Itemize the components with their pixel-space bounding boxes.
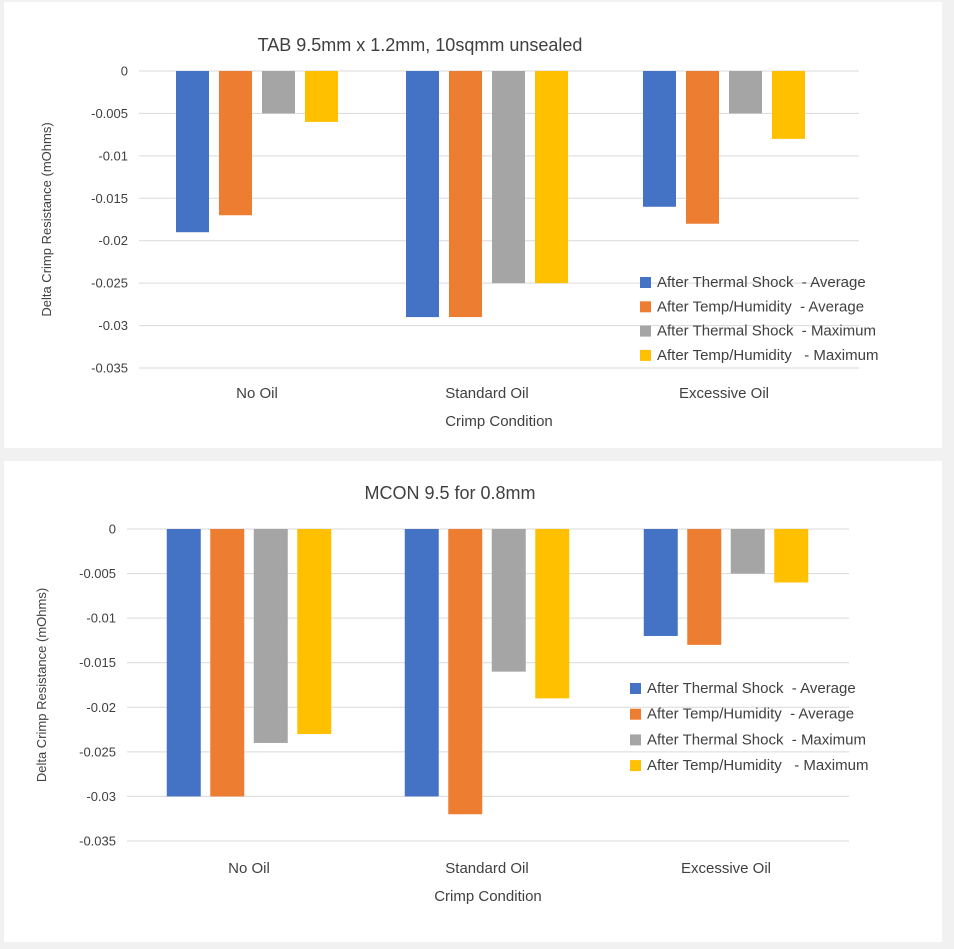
- chart-title: MCON 9.5 for 0.8mm: [364, 483, 535, 503]
- chart-title: TAB 9.5mm x 1.2mm, 10sqmm unsealed: [258, 35, 583, 55]
- x-category-label: Standard Oil: [445, 860, 528, 877]
- x-axis-title: Crimp Condition: [445, 413, 553, 430]
- legend-label: After Temp/Humidity - Maximum: [657, 347, 878, 364]
- y-tick-label: -0.035: [79, 834, 116, 849]
- y-axis-title: Delta Crimp Resistance (mOhms): [34, 588, 49, 782]
- bar-2-2: [449, 71, 482, 318]
- y-axis-title: Delta Crimp Resistance (mOhms): [39, 122, 54, 316]
- bar-3-3: [730, 529, 765, 574]
- bar-2-3: [687, 529, 722, 645]
- x-category-label: Standard Oil: [445, 385, 528, 402]
- bar-2-1: [219, 71, 252, 216]
- y-tick-label: -0.025: [91, 276, 128, 291]
- bar-1-1: [176, 71, 209, 233]
- y-tick-label: -0.03: [86, 789, 116, 804]
- bar-3-1: [262, 71, 295, 114]
- y-tick-label: -0.015: [91, 191, 128, 206]
- bar-1-1: [166, 529, 201, 797]
- legend-label: After Temp/Humidity - Average: [657, 298, 864, 315]
- y-tick-label: -0.01: [86, 611, 116, 626]
- bar-4-3: [774, 529, 809, 583]
- x-category-label: No Oil: [228, 860, 270, 877]
- legend-swatch: [640, 301, 651, 313]
- bar-4-1: [305, 71, 338, 122]
- legend-swatch: [640, 325, 651, 337]
- bar-3-1: [253, 529, 288, 743]
- chart-panel-1: 0 -0.005 -0.01 -0.015 -0.02 -0.025 -0.03 -0.035…: [4, 2, 942, 448]
- x-category-label: No Oil: [236, 385, 278, 402]
- legend-label: After Temp/Humidity - Maximum: [647, 757, 868, 774]
- legend-label: After Thermal Shock - Average: [657, 274, 866, 291]
- legend-label: After Thermal Shock - Maximum: [657, 323, 876, 340]
- y-tick-label: -0.005: [79, 566, 116, 581]
- legend-swatch: [630, 760, 641, 772]
- bar-1-2: [406, 71, 439, 318]
- y-tick-label: -0.035: [91, 361, 128, 376]
- y-tick-label: -0.005: [91, 106, 128, 121]
- legend-swatch: [630, 708, 641, 720]
- bar-4-2: [535, 71, 568, 284]
- chart-panel-2: 0 -0.005 -0.01 -0.015 -0.02 -0.025 -0.03 -0.035…: [4, 461, 942, 942]
- bar-3-2: [492, 71, 525, 284]
- chart-1-svg: 0 -0.005 -0.01 -0.015 -0.02 -0.025 -0.03 -0.035…: [39, 35, 878, 430]
- bar-4-3: [772, 71, 805, 139]
- legend-label: After Thermal Shock - Maximum: [647, 731, 866, 748]
- legend-swatch: [630, 683, 641, 694]
- bar-4-1: [297, 529, 332, 735]
- legend-swatch: [630, 734, 641, 746]
- bar-2-1: [210, 529, 245, 797]
- x-category-label: Excessive Oil: [679, 385, 769, 402]
- x-category-label: Excessive Oil: [681, 860, 771, 877]
- bar-1-3: [643, 71, 676, 207]
- bar-3-3: [729, 71, 762, 114]
- legend-swatch: [640, 277, 651, 288]
- legend-swatch: [640, 349, 651, 361]
- y-tick-label: 0: [109, 522, 116, 537]
- y-tick-label: -0.015: [79, 655, 116, 670]
- legend-label: After Temp/Humidity - Average: [647, 706, 854, 723]
- bar-1-2: [404, 529, 439, 797]
- bar-4-2: [535, 529, 570, 699]
- x-axis-title: Crimp Condition: [434, 888, 542, 905]
- y-tick-label: -0.01: [98, 148, 128, 163]
- bar-2-3: [686, 71, 719, 224]
- y-tick-label: -0.02: [86, 700, 116, 715]
- chart-2-svg: 0 -0.005 -0.01 -0.015 -0.02 -0.025 -0.03 -0.035…: [34, 483, 868, 905]
- bar-3-2: [491, 529, 526, 672]
- y-tick-label: -0.03: [98, 318, 128, 333]
- legend-label: After Thermal Shock - Average: [647, 680, 856, 697]
- y-tick-label: -0.025: [79, 744, 116, 759]
- bar-1-3: [643, 529, 678, 636]
- y-tick-label: -0.02: [98, 233, 128, 248]
- y-tick-label: 0: [121, 64, 128, 79]
- bar-2-2: [448, 529, 483, 815]
